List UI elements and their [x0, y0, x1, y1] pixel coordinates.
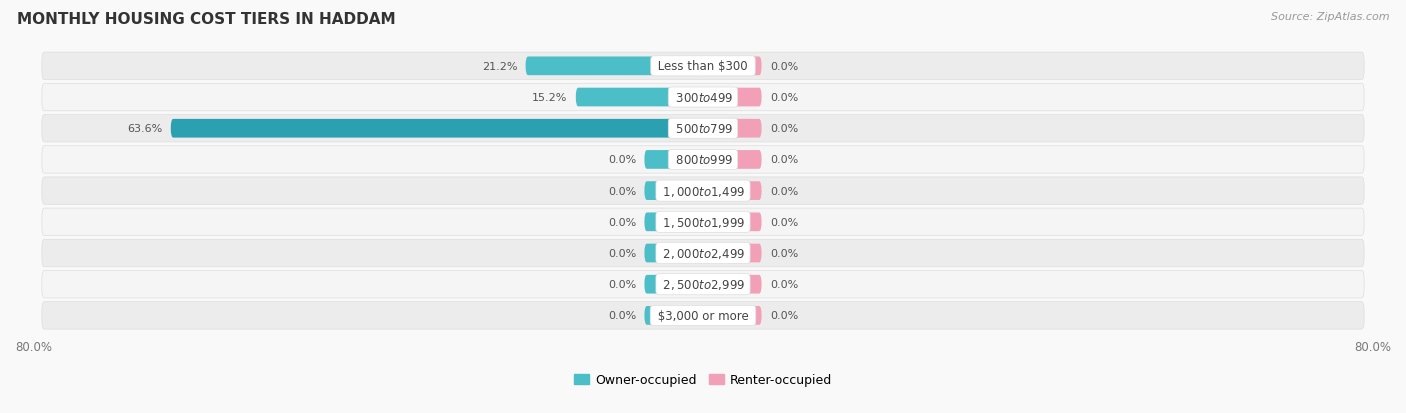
- FancyBboxPatch shape: [42, 209, 1364, 236]
- Text: 0.0%: 0.0%: [770, 155, 799, 165]
- Text: 15.2%: 15.2%: [531, 93, 568, 103]
- FancyBboxPatch shape: [42, 84, 1364, 112]
- FancyBboxPatch shape: [42, 240, 1364, 267]
- Text: 0.0%: 0.0%: [770, 62, 799, 72]
- FancyBboxPatch shape: [644, 275, 703, 294]
- FancyBboxPatch shape: [170, 120, 703, 138]
- Text: 0.0%: 0.0%: [770, 217, 799, 227]
- Text: 0.0%: 0.0%: [770, 93, 799, 103]
- Text: $2,500 to $2,999: $2,500 to $2,999: [659, 278, 747, 292]
- FancyBboxPatch shape: [526, 57, 703, 76]
- FancyBboxPatch shape: [42, 146, 1364, 174]
- Text: $3,000 or more: $3,000 or more: [654, 309, 752, 322]
- FancyBboxPatch shape: [42, 302, 1364, 329]
- FancyBboxPatch shape: [644, 213, 703, 232]
- FancyBboxPatch shape: [703, 244, 762, 263]
- FancyBboxPatch shape: [703, 57, 762, 76]
- FancyBboxPatch shape: [703, 275, 762, 294]
- FancyBboxPatch shape: [703, 213, 762, 232]
- FancyBboxPatch shape: [42, 53, 1364, 81]
- Text: $500 to $799: $500 to $799: [672, 122, 734, 135]
- FancyBboxPatch shape: [644, 151, 703, 169]
- Text: Source: ZipAtlas.com: Source: ZipAtlas.com: [1271, 12, 1389, 22]
- FancyBboxPatch shape: [644, 306, 703, 325]
- Text: Less than $300: Less than $300: [654, 60, 752, 73]
- Text: 0.0%: 0.0%: [770, 280, 799, 290]
- Text: $1,500 to $1,999: $1,500 to $1,999: [659, 215, 747, 229]
- Text: 0.0%: 0.0%: [607, 186, 636, 196]
- Text: 0.0%: 0.0%: [770, 186, 799, 196]
- Text: 21.2%: 21.2%: [482, 62, 517, 72]
- FancyBboxPatch shape: [703, 182, 762, 200]
- Text: 0.0%: 0.0%: [607, 217, 636, 227]
- Text: 0.0%: 0.0%: [607, 248, 636, 259]
- Text: 0.0%: 0.0%: [607, 155, 636, 165]
- FancyBboxPatch shape: [703, 151, 762, 169]
- Legend: Owner-occupied, Renter-occupied: Owner-occupied, Renter-occupied: [568, 368, 838, 391]
- FancyBboxPatch shape: [703, 88, 762, 107]
- Text: 0.0%: 0.0%: [607, 280, 636, 290]
- FancyBboxPatch shape: [42, 115, 1364, 142]
- Text: $800 to $999: $800 to $999: [672, 154, 734, 166]
- Text: 0.0%: 0.0%: [770, 248, 799, 259]
- FancyBboxPatch shape: [703, 306, 762, 325]
- Text: 0.0%: 0.0%: [770, 311, 799, 320]
- FancyBboxPatch shape: [644, 244, 703, 263]
- Text: $2,000 to $2,499: $2,000 to $2,499: [659, 247, 747, 260]
- Text: 0.0%: 0.0%: [770, 124, 799, 134]
- Text: MONTHLY HOUSING COST TIERS IN HADDAM: MONTHLY HOUSING COST TIERS IN HADDAM: [17, 12, 395, 27]
- Text: 0.0%: 0.0%: [607, 311, 636, 320]
- FancyBboxPatch shape: [42, 271, 1364, 298]
- FancyBboxPatch shape: [703, 120, 762, 138]
- FancyBboxPatch shape: [644, 182, 703, 200]
- FancyBboxPatch shape: [42, 178, 1364, 205]
- Text: 63.6%: 63.6%: [127, 124, 162, 134]
- FancyBboxPatch shape: [576, 88, 703, 107]
- Text: $300 to $499: $300 to $499: [672, 91, 734, 104]
- Text: $1,000 to $1,499: $1,000 to $1,499: [659, 184, 747, 198]
